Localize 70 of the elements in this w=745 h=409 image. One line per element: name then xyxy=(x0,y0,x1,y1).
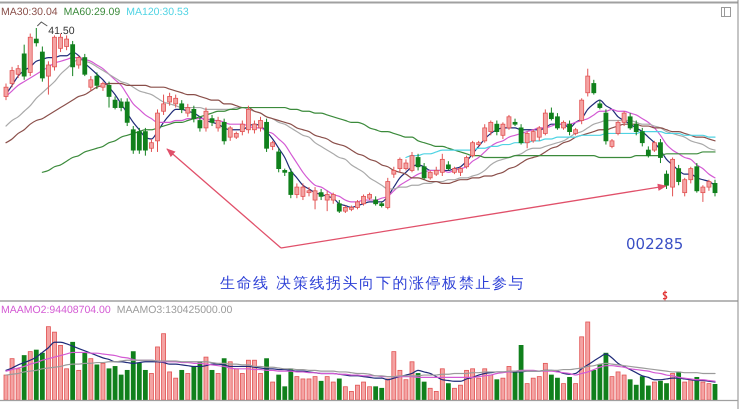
text: 002285 xyxy=(626,235,684,253)
candlestick xyxy=(561,120,566,130)
text: 生命线 决策线拐头向下的涨停板禁止参与 xyxy=(220,274,526,292)
candlestick xyxy=(4,83,8,101)
bar xyxy=(204,356,208,400)
candlestick xyxy=(591,79,596,96)
bar xyxy=(561,383,566,400)
bar xyxy=(712,384,718,400)
candlestick xyxy=(494,120,500,136)
candlestick xyxy=(185,103,190,118)
candlestick xyxy=(518,124,524,146)
bar xyxy=(76,370,82,400)
candlestick xyxy=(597,100,602,110)
candlestick xyxy=(336,200,342,214)
candlestick xyxy=(276,148,282,173)
candlestick xyxy=(198,116,202,132)
candlestick xyxy=(191,105,196,123)
candlestick xyxy=(88,76,94,92)
bar xyxy=(336,378,342,400)
bar xyxy=(185,373,190,400)
candlestick xyxy=(658,138,663,164)
candlestick xyxy=(70,40,76,77)
candlestick xyxy=(149,138,154,152)
candlestick xyxy=(22,44,27,80)
text: MAAMO3:130425000.00 xyxy=(116,304,232,316)
text: MAAMO2:94408704.00 xyxy=(1,304,111,316)
candlestick xyxy=(34,28,39,47)
candlestick xyxy=(270,140,276,151)
candlestick xyxy=(712,179,718,197)
text: MA60:29.09 xyxy=(64,6,120,18)
candlestick xyxy=(76,55,82,70)
bar xyxy=(446,383,451,400)
candlestick xyxy=(210,114,214,127)
candlestick xyxy=(464,155,469,170)
candlestick xyxy=(100,81,106,92)
candlestick xyxy=(204,107,208,132)
candlestick xyxy=(222,118,227,146)
candlestick xyxy=(94,72,100,90)
candlestick xyxy=(664,170,669,190)
bar xyxy=(652,382,657,400)
annotation: 41.50 xyxy=(48,25,75,37)
candlestick xyxy=(179,100,184,114)
bar xyxy=(82,352,88,400)
bar xyxy=(567,376,572,400)
candlestick xyxy=(446,160,451,171)
candlestick xyxy=(161,94,166,116)
bar xyxy=(270,382,276,400)
bar xyxy=(264,358,269,400)
candlestick xyxy=(610,138,614,149)
candlestick xyxy=(676,164,682,186)
candlestick xyxy=(585,68,590,97)
bar xyxy=(494,379,500,400)
candlestick xyxy=(579,98,584,125)
candlestick xyxy=(216,116,220,132)
candlestick xyxy=(82,53,88,77)
text: MA120:30.53 xyxy=(126,6,189,18)
candlestick xyxy=(391,166,396,178)
candlestick xyxy=(567,120,572,136)
candlestick xyxy=(652,140,657,152)
candlestick xyxy=(106,81,112,108)
candlestick xyxy=(318,188,324,201)
bar xyxy=(210,370,214,400)
bar xyxy=(676,372,682,400)
bar xyxy=(318,380,324,400)
candlestick xyxy=(646,146,651,158)
text: MA30:30.04 xyxy=(1,6,58,18)
bar xyxy=(100,362,106,400)
bar xyxy=(94,364,100,400)
bar xyxy=(179,370,184,400)
bar xyxy=(216,373,220,400)
